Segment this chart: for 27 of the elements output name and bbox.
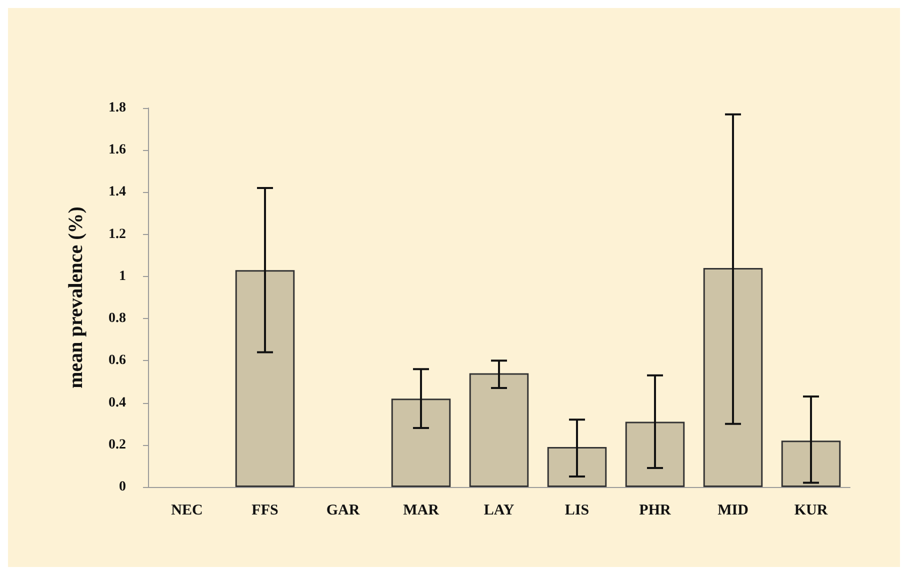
- x-tick-label: PHR: [639, 502, 671, 518]
- bar: [391, 398, 451, 487]
- x-tick-label: GAR: [326, 502, 360, 518]
- y-tick-label: 0.2: [108, 437, 126, 452]
- x-tick-label: LAY: [484, 502, 514, 518]
- bar: [547, 446, 607, 487]
- y-tick-label: 1.6: [108, 142, 126, 158]
- bar: [625, 422, 685, 487]
- y-tick-label: 1: [119, 268, 126, 284]
- x-tick-label: MAR: [403, 502, 440, 518]
- y-axis-title: mean prevalence (%): [65, 206, 87, 388]
- bar: [235, 270, 295, 487]
- y-tick-label: 0.4: [108, 395, 126, 410]
- bar: [469, 373, 529, 487]
- bar: [781, 440, 841, 487]
- x-tick-label: FFS: [252, 502, 278, 518]
- y-tick-label: 1.4: [108, 184, 126, 200]
- x-tick-label: NEC: [171, 502, 203, 518]
- x-tick-label: MID: [718, 502, 749, 518]
- y-tick-label: 1.8: [108, 100, 126, 116]
- y-tick-label: 0.6: [108, 353, 126, 368]
- x-tick-label: LIS: [564, 502, 590, 518]
- bar: [703, 268, 763, 487]
- x-tick-label: KUR: [794, 502, 828, 518]
- y-tick-label: 0: [119, 480, 126, 494]
- y-tick-label: 0.8: [108, 311, 126, 326]
- y-tick-label: 1.2: [108, 226, 126, 242]
